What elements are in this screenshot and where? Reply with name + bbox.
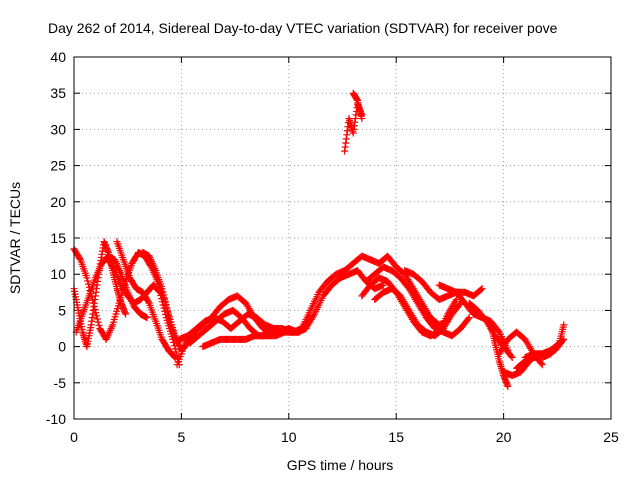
data-point-marker — [93, 312, 101, 320]
y-tick-label: 10 — [50, 266, 66, 282]
y-tick-label: 40 — [50, 49, 66, 65]
y-tick-label: 35 — [50, 85, 66, 101]
y-tick-label: 20 — [50, 194, 66, 210]
data-series — [298, 252, 400, 332]
data-point-marker — [159, 288, 167, 296]
data-point-marker — [83, 274, 91, 282]
data-point-marker — [507, 352, 515, 360]
x-tick-label: 10 — [281, 429, 297, 445]
data-series — [104, 256, 183, 369]
chart-title: Day 262 of 2014, Sidereal Day-to-day VTE… — [48, 20, 558, 36]
data-point-marker — [494, 327, 502, 335]
data-point-marker — [122, 310, 130, 318]
data-point-marker — [508, 353, 516, 361]
data-point-marker — [110, 265, 118, 273]
data-point-marker — [504, 382, 512, 390]
x-axis-label: GPS time / hours — [287, 457, 394, 473]
data-point-marker — [478, 285, 486, 293]
data-point-marker — [164, 307, 172, 315]
y-tick-label: 0 — [58, 339, 66, 355]
plot-frame — [73, 56, 612, 420]
data-point-marker — [538, 361, 546, 369]
x-tick-label: 25 — [603, 429, 619, 445]
data-point-marker — [95, 321, 103, 329]
data-point-marker — [160, 291, 168, 299]
data-series — [371, 285, 465, 340]
x-tick-label: 5 — [178, 429, 186, 445]
data-point-marker — [160, 294, 168, 302]
data-point-marker — [554, 340, 562, 348]
data-point-marker — [555, 339, 563, 347]
data-point-marker — [162, 301, 170, 309]
y-tick-label: 5 — [58, 302, 66, 318]
data-series — [349, 89, 366, 123]
data-point-marker — [158, 285, 166, 293]
data-point-marker — [144, 298, 152, 306]
data-point-marker — [444, 317, 452, 325]
y-tick-label: -5 — [54, 375, 67, 391]
y-tick-label: -10 — [46, 411, 66, 427]
data-point-marker — [84, 277, 92, 285]
data-point-marker — [456, 301, 464, 309]
data-point-marker — [560, 321, 568, 329]
x-tick-label: 20 — [496, 429, 512, 445]
data-series — [113, 238, 179, 361]
data-point-marker — [464, 315, 472, 323]
x-tick-label: 15 — [388, 429, 404, 445]
data-point-marker — [143, 314, 151, 322]
data-point-marker — [76, 254, 84, 262]
data-series — [495, 328, 546, 369]
x-tick-label: 0 — [70, 429, 78, 445]
y-axis-label: SDTVAR / TECUs — [7, 182, 23, 294]
data-point-marker — [93, 315, 101, 323]
data-point-marker — [465, 314, 473, 322]
data-point-marker — [358, 115, 366, 123]
y-tick-label: 25 — [50, 158, 66, 174]
data-point-marker — [94, 318, 102, 326]
data-point-marker — [171, 353, 179, 361]
data-point-marker — [537, 359, 545, 367]
y-tick-label: 30 — [50, 121, 66, 137]
data-point-marker — [163, 304, 171, 312]
data-point-marker — [477, 286, 485, 294]
points-layer — [70, 89, 568, 390]
data-series — [521, 339, 563, 361]
data-point-marker — [161, 297, 169, 305]
data-point-marker — [170, 353, 178, 361]
y-tick-label: 15 — [50, 230, 66, 246]
data-point-marker — [170, 342, 178, 350]
